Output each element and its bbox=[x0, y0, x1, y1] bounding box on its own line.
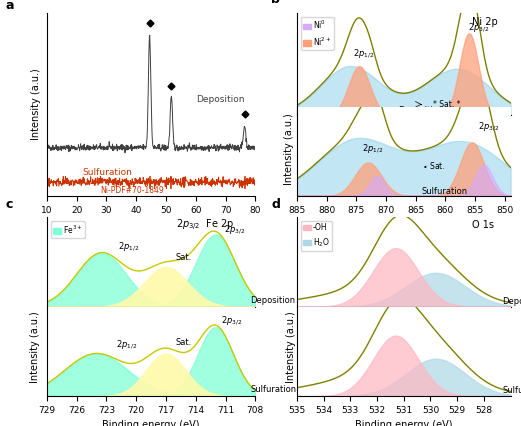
Legend: -OH, H$_2$O: -OH, H$_2$O bbox=[301, 221, 332, 251]
Text: Intensity (a.u.): Intensity (a.u.) bbox=[30, 311, 40, 383]
X-axis label: Binding energy (eV): Binding energy (eV) bbox=[102, 420, 200, 426]
Text: * Sat. *: * Sat. * bbox=[433, 100, 461, 109]
Text: $2p_{1/2}$: $2p_{1/2}$ bbox=[362, 142, 383, 155]
Y-axis label: Intensity (a.u.): Intensity (a.u.) bbox=[31, 69, 41, 140]
Text: $2p_{3/2}$  Fe 2p: $2p_{3/2}$ Fe 2p bbox=[176, 218, 234, 233]
Text: Ni 2p: Ni 2p bbox=[472, 17, 498, 27]
Text: Sulfuration: Sulfuration bbox=[421, 187, 468, 196]
Text: $2p_{3/2}$: $2p_{3/2}$ bbox=[478, 120, 499, 133]
Text: Intensity (a.u.): Intensity (a.u.) bbox=[284, 113, 294, 185]
Text: Sulfuration: Sulfuration bbox=[83, 167, 132, 177]
Text: $2p_{1/2}$: $2p_{1/2}$ bbox=[118, 240, 140, 253]
Text: a: a bbox=[5, 0, 14, 12]
Text: Sulfuration: Sulfuration bbox=[503, 386, 521, 395]
Text: Sat.: Sat. bbox=[176, 253, 192, 262]
Text: b: b bbox=[271, 0, 280, 6]
Text: Intensity (a.u.): Intensity (a.u.) bbox=[286, 311, 295, 383]
Text: $2p_{1/2}$: $2p_{1/2}$ bbox=[353, 48, 375, 60]
Text: Deposition: Deposition bbox=[503, 296, 521, 305]
Text: Deposition: Deposition bbox=[250, 296, 295, 305]
Text: Deposition: Deposition bbox=[398, 106, 443, 115]
X-axis label: 2θ (degree): 2θ (degree) bbox=[122, 220, 180, 230]
Text: $2p_{3/2}$: $2p_{3/2}$ bbox=[220, 314, 242, 327]
Text: $2p_{3/2}$: $2p_{3/2}$ bbox=[224, 224, 245, 236]
Text: O 1s: O 1s bbox=[472, 220, 494, 230]
Text: Ni-PDF#70-1849: Ni-PDF#70-1849 bbox=[101, 186, 164, 195]
Legend: Ni$^0$, Ni$^{2+}$: Ni$^0$, Ni$^{2+}$ bbox=[301, 17, 333, 50]
Text: d: d bbox=[271, 199, 280, 211]
Text: Sulfuration: Sulfuration bbox=[250, 385, 296, 394]
X-axis label: Binding energy (eV): Binding energy (eV) bbox=[355, 420, 453, 426]
Text: c: c bbox=[5, 199, 13, 211]
Legend: Fe$^{3+}$: Fe$^{3+}$ bbox=[51, 221, 85, 238]
Text: $2p_{3/2}$: $2p_{3/2}$ bbox=[468, 21, 489, 34]
Text: $\bullet$ Sat.: $\bullet$ Sat. bbox=[421, 160, 445, 171]
Text: Sat.: Sat. bbox=[176, 338, 192, 347]
X-axis label: Binding energy (eV): Binding energy (eV) bbox=[355, 220, 453, 230]
Text: $2p_{1/2}$: $2p_{1/2}$ bbox=[116, 339, 138, 351]
Text: Deposition: Deposition bbox=[196, 95, 244, 104]
